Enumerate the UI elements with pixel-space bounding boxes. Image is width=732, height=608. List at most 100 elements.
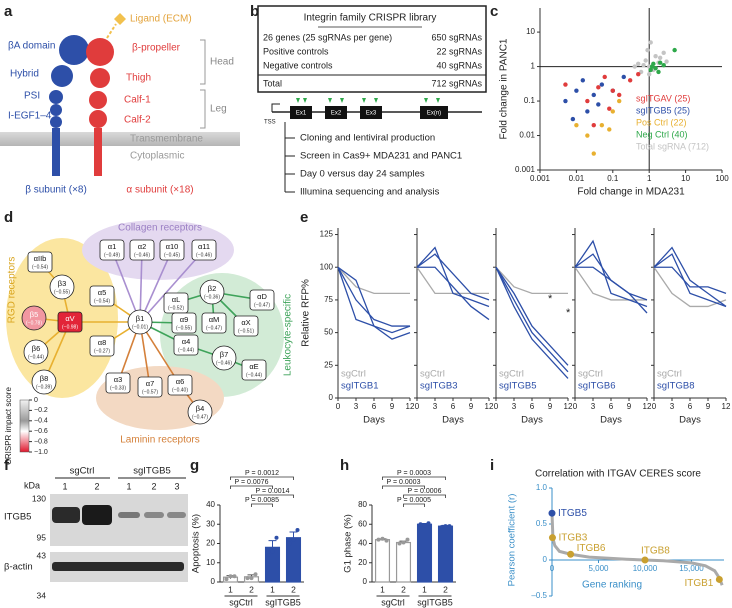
point [245,576,250,581]
colorbar-tick-label: −0.2 [34,407,48,414]
x-tick-label: 0 [336,402,341,411]
legend-label: sgCtrl [499,369,524,380]
group-label: sgITGB5 [265,597,301,607]
label: α10 [166,242,179,251]
legend-label: Neg Ctrl (40) [636,129,688,139]
panel-label: i [490,457,494,474]
point [656,69,661,75]
point [574,122,579,128]
alpha-parts: Calf-2 [124,115,151,126]
highlight [567,550,575,558]
point [636,61,641,67]
legend-label: sgITGB8 [657,381,695,392]
score-label: (−0.44) [28,354,44,360]
panel-label: b [250,3,259,20]
y-tick-label: 40 [358,539,367,548]
legend-label: sgITGB3 [420,381,458,392]
score-label: (−0.47) [192,414,208,420]
xlabel: Fold change in MDA231 [577,187,685,198]
node [173,334,199,356]
colorbar-tick-label: −0.4 [34,418,48,425]
line [337,266,410,295]
membrane: Cytoplasmic [130,151,184,162]
x-tick-label: 12 [722,402,731,411]
point [405,537,410,542]
label: β1 [136,314,145,323]
point [607,106,612,111]
x-tick-label: 3 [354,402,359,411]
calf-1 [89,91,107,109]
point [384,538,389,543]
score-label: (−0.46) [196,252,212,258]
bar [374,539,391,583]
label: α5 [98,288,107,297]
panel-label: g [190,457,199,474]
x-tick-label: 9 [469,402,474,411]
hybrid [51,65,73,87]
y-tick-label: 40 [206,500,215,509]
highlight [641,556,649,564]
y-tick-label: 0.1 [524,96,536,105]
node [99,239,125,261]
egf [50,104,62,116]
x-tick-label: 1 [647,174,652,183]
point [651,61,656,67]
ylabel: Relative RFP% [301,279,312,347]
y-tick-label: 30 [206,519,215,528]
point [585,98,590,104]
x-tick-label: 0.001 [530,174,551,183]
regions: Head [210,57,234,68]
highlight [548,534,556,542]
ligand-icon [114,13,126,25]
score-label: (−0.33) [110,385,126,391]
point [422,523,427,528]
ylabel: Pearson coefficient (r) [507,494,518,587]
legend-label: sgCtrl [341,369,366,380]
score-label: (−0.44) [178,347,194,353]
line [574,266,647,301]
x-tick-label: 6 [451,402,456,411]
region-brackets [200,39,206,129]
alpha-subunit: α subunit (×18) [126,185,193,196]
point [653,53,658,59]
line [495,266,569,373]
point [443,524,448,529]
rows: Total [263,78,282,88]
point [636,72,641,77]
band [167,512,186,518]
point [617,98,622,104]
title: Integrin family CRISPR library [304,13,437,24]
y-tick-label: 125 [320,230,334,239]
node [241,359,267,381]
line [495,266,568,295]
markers: 95 [37,532,47,542]
legend-label: sgCtrl [578,369,603,380]
point [287,541,292,546]
x-tick-label: 0 [573,402,578,411]
x-tick-label: 9 [627,402,632,411]
y-tick-label: 10 [526,27,535,36]
label: β4 [196,404,205,413]
integrin-cartoon [0,13,240,176]
y-tick-label: 0.5 [536,519,548,528]
guide-marks [296,98,440,103]
point [418,522,423,527]
y-tick-label: 20 [358,558,367,567]
colorbar-tick-label: −0.8 [34,438,48,445]
rows: 712 sgRNAs [431,78,482,88]
point [664,59,669,64]
label: αX [241,318,250,327]
steps: Illumina sequencing and analysis [300,187,440,198]
highlight [548,509,556,517]
point [397,541,402,546]
y-tick-label: 25 [324,360,333,369]
unit: kDa [24,480,40,490]
score-label: (−0.55) [54,289,70,295]
node [89,285,115,307]
point [648,67,653,73]
alpha-tail [94,128,102,176]
legend-label: sgITGB1 [341,381,379,392]
point [596,102,601,107]
legend-label: Total sgRNA (712) [636,141,709,151]
egf [50,116,62,128]
